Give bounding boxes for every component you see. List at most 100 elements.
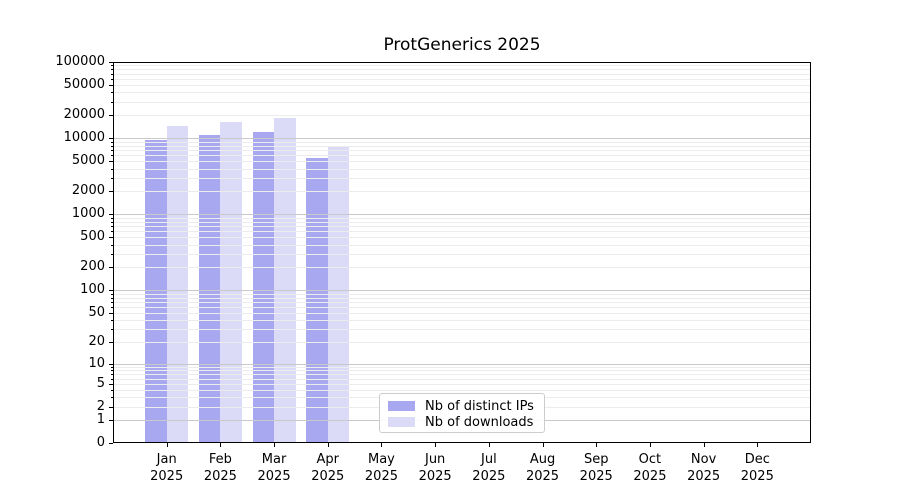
x-tick-year: 2025 [525,469,560,484]
gridline-major [114,363,810,365]
gridline-minor [114,231,810,233]
x-tick-month: Mar [261,452,287,467]
x-tick-label: Nov 2025 [677,451,731,485]
y-tick-label: 10000 [63,130,105,146]
y-minor-tick [111,320,113,322]
legend-swatch-downloads [388,417,415,427]
x-tick [381,443,383,447]
x-tick-year: 2025 [311,469,345,484]
gridline-minor [114,101,810,103]
x-tick-month: Oct [638,452,662,467]
y-minor-tick [111,297,113,299]
gridline-minor [114,370,810,372]
y-tick-label: 2000 [71,183,105,199]
y-minor-tick [111,293,113,295]
y-tick-label: 10 [88,355,105,371]
bar-distinct-ips [306,157,328,443]
y-tick [109,237,113,239]
y-tick-label: 20 [88,334,105,350]
y-tick [109,191,113,193]
y-tick-label: 100000 [55,54,105,69]
gridline-minor [114,141,810,143]
gridline-minor [114,78,810,80]
x-tick-label: Sep 2025 [569,451,623,485]
y-minor-tick [111,254,113,256]
gridline-minor [114,115,810,117]
x-tick [435,443,437,447]
y-minor-tick [111,101,113,103]
y-tick-label: 20000 [63,107,105,123]
y-minor-tick [111,217,113,219]
y-minor-tick [111,178,113,180]
x-tick-year: 2025 [364,469,398,484]
bar-distinct-ips [198,135,221,443]
y-tick [109,383,113,385]
gridline-minor [114,312,810,314]
y-tick-label: 50000 [63,76,105,92]
x-tick-label: Jan 2025 [140,451,194,485]
y-minor-tick [111,370,113,372]
x-tick-month: Nov [690,452,717,467]
x-tick [488,443,490,447]
gridline-minor [114,293,810,295]
y-tick [109,290,113,292]
y-minor-tick [111,374,113,376]
gridline-major [114,214,810,216]
gridline-minor [114,161,810,163]
y-minor-tick [111,168,113,170]
y-minor-tick [111,244,113,246]
y-tick [109,342,113,344]
gridline-minor [114,320,810,322]
gridline-minor [114,342,810,344]
y-minor-tick [111,378,113,380]
legend-swatch-distinct-ips [388,401,415,411]
x-tick-year: 2025 [579,469,613,484]
gridline-major [114,290,810,292]
bar-downloads [220,122,242,443]
y-tick-label: 2 [96,398,105,414]
y-minor-tick [111,366,113,368]
x-tick-month: Sep [583,452,609,467]
x-tick-year: 2025 [472,469,506,484]
gridline-minor [114,301,810,303]
y-minor-tick [111,155,113,157]
x-tick-year: 2025 [418,469,452,484]
gridline-minor [114,383,810,385]
y-tick [109,62,113,63]
y-minor-tick [111,397,113,399]
y-minor-tick [111,301,113,303]
y-tick [109,443,113,444]
x-tick-year: 2025 [203,469,237,484]
gridline-minor [114,244,810,246]
gridline-minor [114,378,810,380]
gridline-minor [114,297,810,299]
x-tick [166,443,168,447]
bar-downloads [327,146,350,443]
x-tick-label: Dec 2025 [730,451,784,485]
legend-label-downloads: Nb of downloads [425,414,534,430]
y-tick-label: 100 [80,282,105,298]
x-tick [703,443,705,447]
x-tick-year: 2025 [633,469,667,484]
gridline-minor [114,145,810,147]
x-tick [327,443,329,447]
y-tick [109,161,113,163]
y-tick-label: 1 [96,412,105,428]
y-tick-label: 5000 [71,153,105,169]
gridline-major [114,138,810,140]
y-tick [109,138,113,140]
x-tick-month: Feb [208,452,232,467]
x-tick-label: May 2025 [354,451,408,485]
gridline-minor [114,374,810,376]
chart-title: ProtGenerics 2025 [383,35,541,55]
gridline-minor [114,306,810,308]
y-tick [109,267,113,269]
bar-downloads [166,125,189,443]
gridline-minor [114,73,810,75]
legend-row-distinct-ips: Nb of distinct IPs [380,398,544,414]
y-tick [109,363,113,365]
x-tick [220,443,222,447]
y-tick [109,420,113,422]
y-tick [109,214,113,216]
